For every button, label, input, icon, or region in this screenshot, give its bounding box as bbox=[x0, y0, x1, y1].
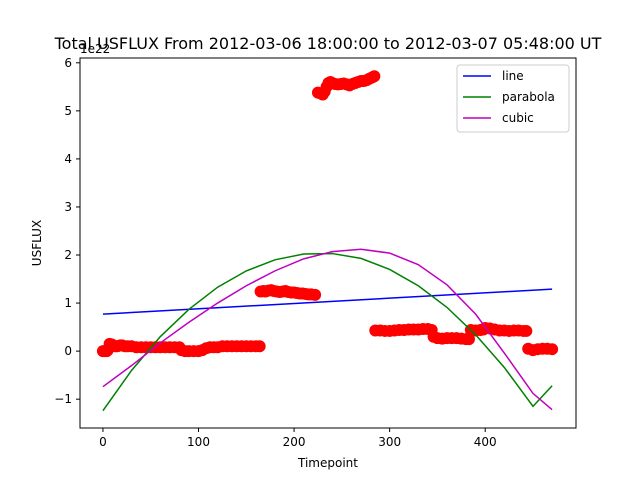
axes-frame bbox=[79, 57, 577, 429]
data-point bbox=[309, 288, 322, 301]
legend-label-line: line bbox=[502, 69, 524, 83]
series-line-parabola bbox=[102, 252, 553, 412]
data-point bbox=[546, 343, 559, 356]
y-tick-label: 2 bbox=[64, 248, 72, 262]
y-tick-label: 0 bbox=[64, 344, 72, 358]
x-tick-label: 300 bbox=[378, 435, 401, 449]
x-tick-label: 400 bbox=[474, 435, 497, 449]
chart-title: Total USFLUX From 2012-03-06 18:00:00 to… bbox=[54, 34, 602, 53]
data-point bbox=[253, 340, 266, 353]
x-axis-label: Timepoint bbox=[297, 456, 358, 470]
y-tick-label: 4 bbox=[64, 152, 72, 166]
data-point bbox=[368, 70, 381, 83]
y-axis: −1 0 1 2 3 4 5 6 bbox=[54, 56, 80, 406]
legend-box bbox=[456, 64, 570, 133]
y-offset-label: 1e22 bbox=[80, 42, 110, 56]
x-axis: 0 100 200 300 400 bbox=[99, 428, 497, 449]
y-tick-label: 1 bbox=[64, 296, 72, 310]
y-tick-label: −1 bbox=[54, 392, 72, 406]
legend-label-cubic: cubic bbox=[502, 111, 534, 125]
y-tick-label: 3 bbox=[64, 200, 72, 214]
y-tick-label: 6 bbox=[64, 56, 72, 70]
series-line-cubic bbox=[102, 248, 553, 411]
x-tick-label: 200 bbox=[283, 435, 306, 449]
x-tick-label: 0 bbox=[99, 435, 107, 449]
data-point bbox=[520, 324, 533, 337]
legend-label-parabola: parabola bbox=[502, 90, 555, 104]
data-point bbox=[462, 333, 475, 346]
y-tick-label: 5 bbox=[64, 104, 72, 118]
series-line-line bbox=[102, 288, 553, 315]
y-axis-label: USFLUX bbox=[30, 220, 44, 266]
legend: line parabola cubic bbox=[456, 64, 570, 133]
x-tick-label: 100 bbox=[187, 435, 210, 449]
plot-area bbox=[96, 70, 559, 412]
